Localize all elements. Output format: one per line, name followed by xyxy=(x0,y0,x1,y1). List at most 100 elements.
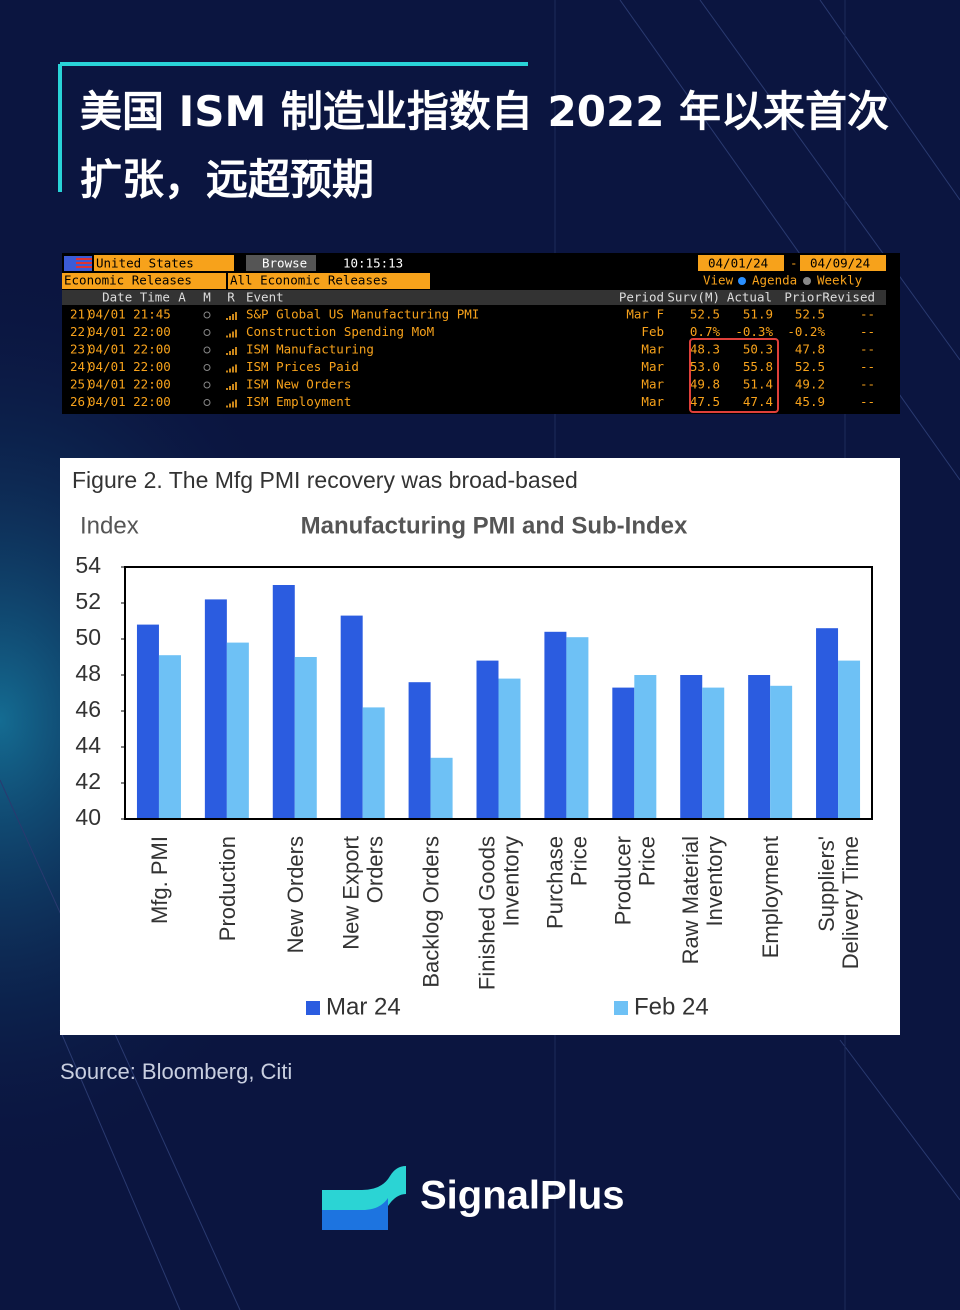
cell: -- xyxy=(860,324,875,339)
cell: 45.9 xyxy=(795,394,825,409)
signal-icon xyxy=(226,388,228,390)
x-tick-label: New Orders xyxy=(283,836,308,953)
x-tick-label: Mfg. PMI xyxy=(147,836,172,924)
bar xyxy=(362,707,385,819)
title: 美国 ISM 制造业指数自 2022 年以来首次扩张，远超预期 xyxy=(80,87,890,204)
date-box xyxy=(800,255,886,271)
cell: 51.4 xyxy=(743,377,773,392)
cell: -0.3% xyxy=(735,324,773,339)
logo-icon xyxy=(322,1166,406,1230)
signal-icon xyxy=(232,366,234,373)
cell: 55.8 xyxy=(743,359,773,374)
x-tick-label: New ExportOrders xyxy=(339,836,388,950)
column-header: R xyxy=(227,290,235,305)
x-tick-label: Finished GoodsInventory xyxy=(475,836,524,990)
bar xyxy=(226,642,249,819)
bar xyxy=(204,599,227,819)
y-tick-label: 46 xyxy=(75,696,101,722)
flag-stripe xyxy=(76,266,92,268)
bell-icon xyxy=(203,346,211,354)
time: 10:15:13 xyxy=(343,256,403,271)
bar-orange xyxy=(94,255,234,271)
cell: 04/01 22:00 xyxy=(88,324,171,339)
signal-icon xyxy=(235,329,237,338)
cell: Mar F xyxy=(626,307,664,322)
bell-icon xyxy=(203,364,211,371)
y-tick-label: 54 xyxy=(75,552,101,578)
country: United States xyxy=(96,256,194,271)
signal-icon xyxy=(229,316,231,320)
column-header: Revised xyxy=(822,290,875,305)
cell: 47.4 xyxy=(743,394,773,409)
filter: All Economic Releases xyxy=(230,273,388,288)
x-tick-label: Production xyxy=(215,836,240,941)
cell: 04/01 22:00 xyxy=(88,394,171,409)
cell: Feb xyxy=(641,324,664,339)
signal-icon xyxy=(232,349,234,355)
signal-icon xyxy=(232,401,234,408)
signal-icon xyxy=(235,364,237,373)
y-tick-label: 40 xyxy=(75,804,101,830)
signal-icon xyxy=(229,351,231,355)
cell: 52.5 xyxy=(795,307,825,322)
cell: 53.0 xyxy=(690,359,720,374)
signal-icon xyxy=(232,314,234,320)
radio xyxy=(738,277,746,285)
column-header: Prior xyxy=(784,290,822,305)
column-header: Date Time xyxy=(102,290,170,305)
cell: 26) xyxy=(70,394,93,409)
y-tick-label: 52 xyxy=(75,588,101,614)
cell: -- xyxy=(860,394,875,409)
bell-icon xyxy=(203,311,211,319)
bar xyxy=(566,637,589,819)
signal-icon xyxy=(229,386,231,390)
flag-stripe xyxy=(76,258,92,260)
bell-icon xyxy=(203,329,211,336)
cell: 48.3 xyxy=(690,342,720,357)
bar xyxy=(340,615,363,819)
cell: S&P Global US Manufacturing PMI xyxy=(246,307,479,322)
bar xyxy=(612,687,635,819)
bar xyxy=(816,628,839,819)
radio xyxy=(803,277,811,285)
column-header: Surv(M) xyxy=(667,290,720,305)
bar xyxy=(702,687,725,819)
signal-icon xyxy=(232,384,234,390)
bar xyxy=(838,660,861,819)
legend-swatch xyxy=(306,1001,320,1015)
cell: 04/01 22:00 xyxy=(88,377,171,392)
signal-icon xyxy=(235,312,237,320)
flag-stripe xyxy=(76,262,92,264)
cell: 52.5 xyxy=(690,307,720,322)
cell: ISM Prices Paid xyxy=(246,359,359,374)
cell: 0.7% xyxy=(690,324,721,339)
cell: 22) xyxy=(70,324,93,339)
view: View xyxy=(703,273,734,288)
y-tick-label: 42 xyxy=(75,768,101,794)
bar-orange xyxy=(62,273,226,289)
signal-icon xyxy=(235,399,237,408)
column-header: Event xyxy=(246,290,284,305)
cell: ISM Manufacturing xyxy=(246,342,374,357)
bar xyxy=(430,757,453,819)
signal-icon xyxy=(226,353,228,355)
browse: Browse xyxy=(262,256,307,271)
column-header: M xyxy=(203,290,211,305)
bar xyxy=(498,678,521,819)
column-header: Period xyxy=(619,290,664,305)
cell: Construction Spending MoM xyxy=(246,324,434,339)
cell: 04/01 22:00 xyxy=(88,359,171,374)
cell: 21) xyxy=(70,307,93,322)
cell: 50.3 xyxy=(743,342,773,357)
signal-icon xyxy=(226,335,228,338)
bar xyxy=(272,585,295,819)
cell: -- xyxy=(860,342,875,357)
bar-orange xyxy=(228,273,430,289)
signal-icon xyxy=(229,333,231,338)
y-tick-label: 44 xyxy=(75,732,101,758)
signal-icon xyxy=(226,370,228,373)
signal-icon xyxy=(235,382,237,390)
separator: - xyxy=(790,256,798,271)
